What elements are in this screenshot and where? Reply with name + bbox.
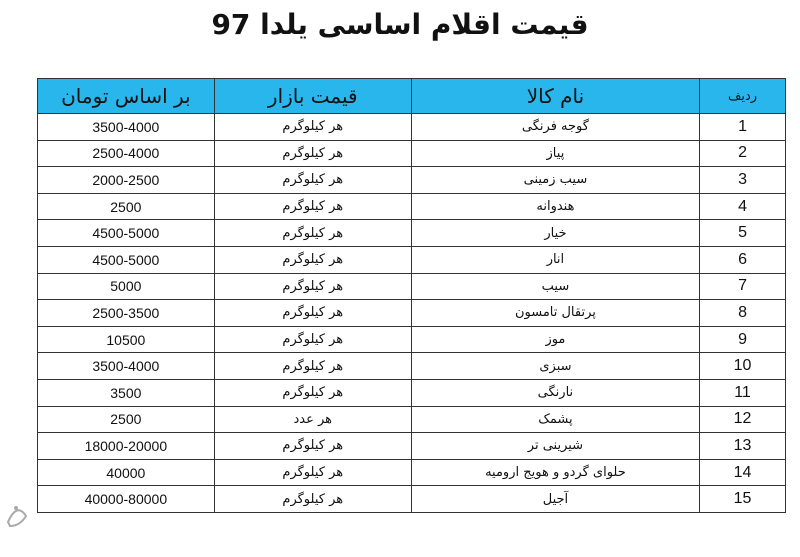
- header-item-name: نام کالا: [410, 78, 701, 114]
- price-toman: 10500: [37, 325, 215, 354]
- price-table: ردیف نام کالا قیمت بازار بر اساس تومان 1…: [37, 78, 786, 513]
- market-unit: هر عدد: [213, 405, 412, 434]
- price-toman: 3500: [37, 378, 215, 407]
- item-name: پرتقال تامسون: [410, 299, 701, 327]
- price-toman: 2500: [37, 405, 215, 434]
- header-market-price: قیمت بازار: [213, 78, 412, 114]
- market-unit: هر کیلوگرم: [213, 245, 412, 274]
- row-number: 1: [699, 113, 786, 141]
- item-name: انار: [410, 245, 701, 274]
- price-toman: 40000-80000: [37, 485, 215, 513]
- table-row: 15 آجیل هر کیلوگرم 40000-80000: [37, 485, 786, 513]
- header-row-number: ردیف: [699, 78, 786, 114]
- market-unit: هر کیلوگرم: [213, 192, 412, 221]
- price-toman: 4500-5000: [37, 219, 215, 247]
- price-toman: 3500-4000: [37, 352, 215, 380]
- market-unit: هر کیلوگرم: [213, 299, 412, 327]
- item-name: موز: [410, 325, 701, 354]
- market-unit: هر کیلوگرم: [213, 325, 412, 354]
- price-toman: 18000-20000: [37, 432, 215, 460]
- table-row: 1 گوجه فرنگی هر کیلوگرم 3500-4000: [37, 113, 786, 141]
- item-name: سیب: [410, 272, 701, 301]
- market-unit: هر کیلوگرم: [213, 458, 412, 487]
- market-unit: هر کیلوگرم: [213, 378, 412, 407]
- item-name: شیرینی تر: [410, 432, 701, 460]
- row-number: 12: [699, 405, 786, 434]
- item-name: خیار: [410, 219, 701, 247]
- table-row: 4 هندوانه هر کیلوگرم 2500: [37, 192, 786, 221]
- table-row: 13 شیرینی تر هر کیلوگرم 18000-20000: [37, 432, 786, 460]
- row-number: 11: [699, 378, 786, 407]
- item-name: آجیل: [410, 485, 701, 513]
- row-number: 2: [699, 139, 786, 168]
- item-name: حلوای گردو و هویج ارومیه: [410, 458, 701, 487]
- row-number: 9: [699, 325, 786, 354]
- item-name: نارنگی: [410, 378, 701, 407]
- tasnim-logo-icon: [2, 492, 32, 532]
- table-row: 9 موز هر کیلوگرم 10500: [37, 325, 786, 354]
- market-unit: هر کیلوگرم: [213, 139, 412, 168]
- item-name: سیب زمینی: [410, 166, 701, 194]
- market-unit: هر کیلوگرم: [213, 219, 412, 247]
- market-unit: هر کیلوگرم: [213, 432, 412, 460]
- item-name: سبزی: [410, 352, 701, 380]
- market-unit: هر کیلوگرم: [213, 352, 412, 380]
- table-row: 5 خیار هر کیلوگرم 4500-5000: [37, 219, 786, 247]
- row-number: 7: [699, 272, 786, 301]
- price-toman: 2000-2500: [37, 166, 215, 194]
- row-number: 15: [699, 485, 786, 513]
- price-toman: 4500-5000: [37, 245, 215, 274]
- item-name: پیاز: [410, 139, 701, 168]
- table-row: 8 پرتقال تامسون هر کیلوگرم 2500-3500: [37, 299, 786, 327]
- price-toman: 2500-4000: [37, 139, 215, 168]
- table-row: 10 سبزی هر کیلوگرم 3500-4000: [37, 352, 786, 380]
- page-title: قیمت اقلام اساسی یلدا 97: [211, 8, 589, 41]
- price-toman: 5000: [37, 272, 215, 301]
- price-toman: 3500-4000: [37, 113, 215, 141]
- table-row: 11 نارنگی هر کیلوگرم 3500: [37, 378, 786, 407]
- market-unit: هر کیلوگرم: [213, 166, 412, 194]
- row-number: 10: [699, 352, 786, 380]
- item-name: گوجه فرنگی: [410, 113, 701, 141]
- row-number: 6: [699, 245, 786, 274]
- table-row: 3 سیب زمینی هر کیلوگرم 2000-2500: [37, 166, 786, 194]
- table-row: 12 پشمک هر عدد 2500: [37, 405, 786, 434]
- row-number: 4: [699, 192, 786, 221]
- row-number: 3: [699, 166, 786, 194]
- market-unit: هر کیلوگرم: [213, 113, 412, 141]
- table-row: 6 انار هر کیلوگرم 4500-5000: [37, 245, 786, 274]
- header-toman: بر اساس تومان: [37, 78, 215, 114]
- table-row: 2 پیاز هر کیلوگرم 2500-4000: [37, 139, 786, 168]
- market-unit: هر کیلوگرم: [213, 272, 412, 301]
- table-row: 7 سیب هر کیلوگرم 5000: [37, 272, 786, 301]
- price-toman: 2500: [37, 192, 215, 221]
- item-name: پشمک: [410, 405, 701, 434]
- price-toman: 40000: [37, 458, 215, 487]
- row-number: 8: [699, 299, 786, 327]
- market-unit: هر کیلوگرم: [213, 485, 412, 513]
- row-number: 5: [699, 219, 786, 247]
- row-number: 14: [699, 458, 786, 487]
- item-name: هندوانه: [410, 192, 701, 221]
- table-header-row: ردیف نام کالا قیمت بازار بر اساس تومان: [37, 78, 786, 114]
- row-number: 13: [699, 432, 786, 460]
- table-row: 14 حلوای گردو و هویج ارومیه هر کیلوگرم 4000…: [37, 458, 786, 487]
- price-toman: 2500-3500: [37, 299, 215, 327]
